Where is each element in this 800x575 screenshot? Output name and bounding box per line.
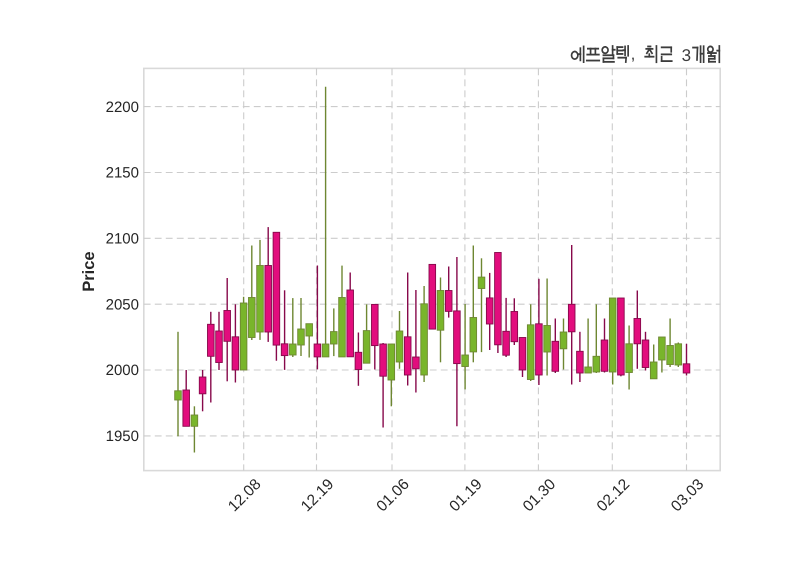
svg-text:,: , — [631, 44, 636, 63]
svg-text:2200: 2200 — [106, 99, 139, 116]
svg-text:3: 3 — [682, 46, 691, 65]
svg-text:2000: 2000 — [106, 362, 139, 379]
svg-text:2050: 2050 — [106, 296, 139, 313]
svg-text:2150: 2150 — [106, 165, 139, 182]
svg-text:2100: 2100 — [106, 231, 139, 248]
svg-text:1950: 1950 — [106, 428, 139, 445]
svg-text:Price: Price — [80, 251, 98, 291]
